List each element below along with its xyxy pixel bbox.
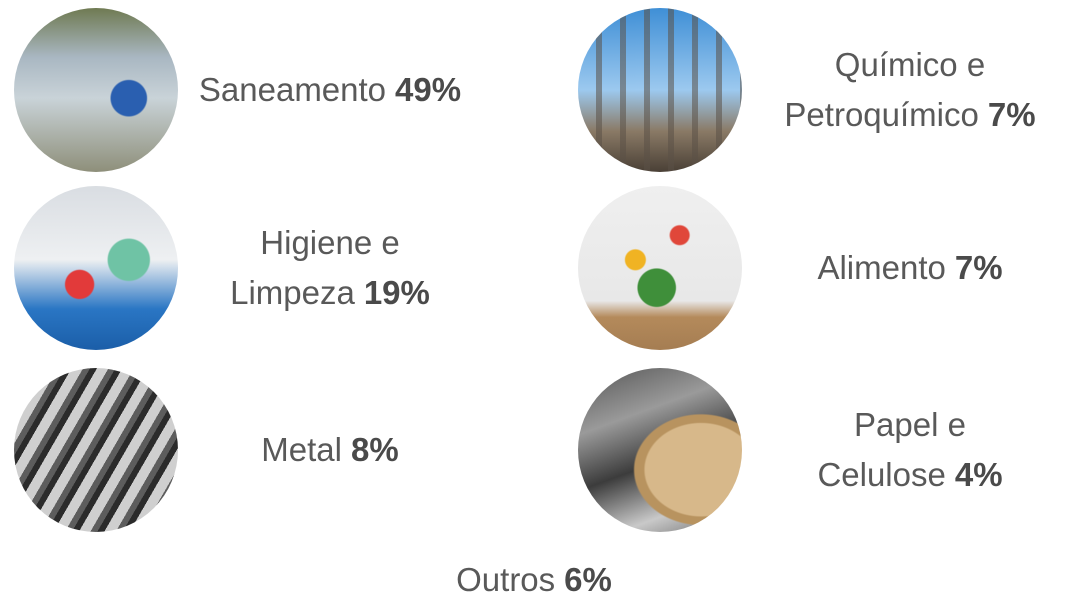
percent: 49% — [395, 71, 462, 108]
photo — [14, 186, 178, 350]
photo — [14, 8, 178, 172]
photo — [14, 368, 178, 532]
label-line: Papel e — [750, 400, 1068, 450]
label-line: Alimento 7% — [750, 243, 1068, 293]
label-text: Saneamento — [198, 71, 387, 108]
label-text: Limpeza — [230, 274, 355, 311]
label-line: Saneamento 49% — [170, 65, 490, 115]
percent: 19% — [363, 274, 430, 311]
label-text: Higiene e — [260, 224, 400, 261]
item-label: Alimento 7% — [750, 243, 1068, 293]
label-line: Outros 6% — [374, 555, 694, 605]
label-text: Outros — [456, 561, 556, 598]
photo — [578, 368, 742, 532]
percent: 7% — [954, 249, 1003, 286]
photo — [578, 186, 742, 350]
label-line: Metal 8% — [170, 425, 490, 475]
percent: 8% — [351, 431, 399, 468]
item-label: Outros 6% — [374, 555, 694, 605]
label-line: Higiene e — [170, 218, 490, 268]
label-line: Químico e — [750, 40, 1068, 90]
label-text: Químico e — [834, 46, 986, 83]
item-label: Papel e Celulose 4% — [750, 400, 1068, 500]
percent: 6% — [564, 561, 612, 598]
label-text: Papel e — [854, 406, 966, 443]
label-line: Limpeza 19% — [170, 268, 490, 318]
label-text: Metal — [261, 431, 342, 468]
percent: 4% — [954, 456, 1003, 493]
item-label: Metal 8% — [170, 425, 490, 475]
label-line: Celulose 4% — [750, 450, 1068, 500]
item-label: Saneamento 49% — [170, 65, 490, 115]
label-text: Celulose — [817, 456, 946, 493]
item-label: Químico e Petroquímico 7% — [750, 40, 1068, 140]
percent: 7% — [987, 96, 1036, 133]
label-text: Alimento — [817, 249, 946, 286]
photo — [578, 8, 742, 172]
label-text: Petroquímico — [784, 96, 979, 133]
item-label: Higiene e Limpeza 19% — [170, 218, 490, 318]
label-line: Petroquímico 7% — [750, 90, 1068, 140]
